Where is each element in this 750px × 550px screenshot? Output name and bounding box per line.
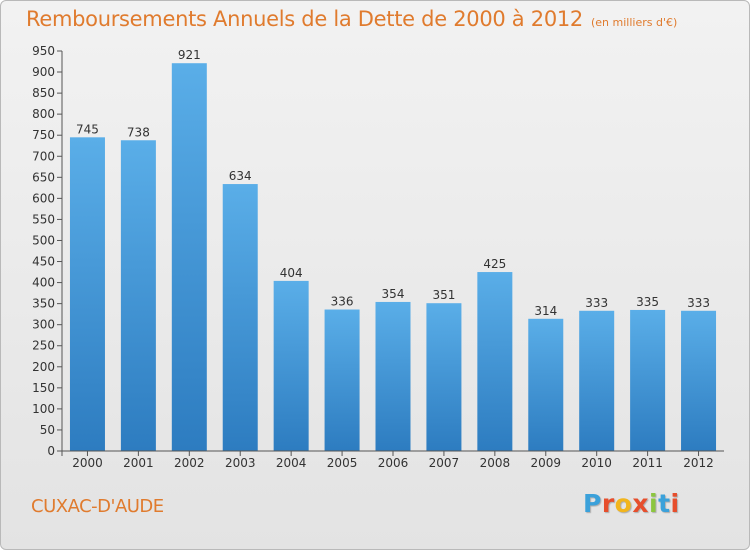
- y-tick-label: 800: [32, 107, 55, 121]
- bars-group: 745 738 921 634 404 336 354 351 425 314 333 335 333: [69, 48, 717, 452]
- logo-letter: r: [601, 489, 615, 518]
- logo-letter: t: [658, 489, 671, 518]
- y-tick-label: 700: [32, 149, 55, 163]
- bar-2008: [477, 272, 513, 451]
- chart-subtitle: (en milliers d'€): [591, 16, 678, 29]
- x-tick-label: 2005: [327, 456, 358, 470]
- bar-2012: [681, 310, 717, 451]
- x-axis: 2000 2001 2002 2003 2004 2005 2006 2007 2008 2009…: [62, 450, 724, 470]
- x-tick-label: 2006: [378, 456, 409, 470]
- x-tick-label: 2007: [429, 456, 460, 470]
- bar-2007: [426, 303, 462, 451]
- x-tick-label: 2012: [683, 456, 714, 470]
- bar-2001: [120, 140, 156, 451]
- y-tick-label: 600: [32, 191, 55, 205]
- bar-2005: [324, 309, 360, 451]
- logo-letter: x: [632, 489, 649, 518]
- y-tick-label: 300: [32, 318, 55, 332]
- chart-title-text: Remboursements Annuels de la Dette de 20…: [26, 7, 583, 31]
- x-tick-label: 2009: [530, 456, 561, 470]
- y-axis: 0 50 100 150 200 250 300 350 400 450 500 550 600 650 7…: [32, 44, 63, 458]
- y-tick-label: 450: [32, 255, 55, 269]
- bar-2009: [528, 318, 564, 451]
- y-tick-label: 650: [32, 170, 55, 184]
- commune-name: CUXAC-D'AUDE: [31, 496, 164, 517]
- bar-2003: [222, 184, 258, 452]
- x-tick-label: 2008: [480, 456, 511, 470]
- bar-value-label: 921: [178, 48, 201, 62]
- y-tick-label: 900: [32, 65, 55, 79]
- bar-value-label: 333: [585, 296, 608, 310]
- bar-value-label: 333: [687, 296, 710, 310]
- bar-2010: [579, 310, 615, 451]
- bar-value-label: 634: [229, 169, 252, 183]
- y-tick-label: 200: [32, 360, 55, 374]
- x-tick-label: 2011: [632, 456, 663, 470]
- x-tick-label: 2001: [123, 456, 154, 470]
- x-tick-label: 2000: [72, 456, 103, 470]
- bar-value-label: 351: [432, 288, 455, 302]
- logo-letter: P: [583, 489, 602, 518]
- x-tick-label: 2004: [276, 456, 307, 470]
- bar-value-label: 738: [127, 125, 150, 139]
- bar-value-label: 425: [483, 257, 506, 271]
- bar-2000: [69, 137, 105, 451]
- bar-2011: [630, 309, 666, 451]
- y-tick-label: 400: [32, 276, 55, 290]
- y-tick-label: 50: [40, 423, 55, 437]
- chart-title: Remboursements Annuels de la Dette de 20…: [26, 7, 677, 31]
- y-tick-label: 550: [32, 212, 55, 226]
- logo-letter: i: [649, 489, 659, 518]
- y-tick-label: 0: [47, 444, 55, 458]
- x-tick-label: 2003: [225, 456, 256, 470]
- bar-value-label: 404: [280, 266, 303, 280]
- x-tick-label: 2002: [174, 456, 205, 470]
- y-tick-label: 150: [32, 381, 55, 395]
- proxiti-logo: Proxiti: [583, 489, 680, 518]
- y-tick-label: 850: [32, 86, 55, 100]
- y-tick-label: 350: [32, 297, 55, 311]
- y-tick-label: 750: [32, 128, 55, 142]
- x-tick-label: 2010: [581, 456, 612, 470]
- logo-letter: o: [614, 489, 633, 518]
- bar-2006: [375, 301, 411, 451]
- bar-value-label: 336: [331, 295, 354, 309]
- bar-value-label: 354: [382, 287, 405, 301]
- y-tick-label: 500: [32, 233, 55, 247]
- bar-value-label: 335: [636, 295, 659, 309]
- y-tick-label: 100: [32, 402, 55, 416]
- bar-value-label: 314: [534, 304, 557, 318]
- bar-value-label: 745: [76, 122, 99, 136]
- y-tick-label: 950: [32, 44, 55, 58]
- bar-2004: [273, 280, 309, 451]
- logo-letter: i: [670, 489, 680, 518]
- bar-2002: [171, 63, 207, 452]
- y-tick-label: 250: [32, 339, 55, 353]
